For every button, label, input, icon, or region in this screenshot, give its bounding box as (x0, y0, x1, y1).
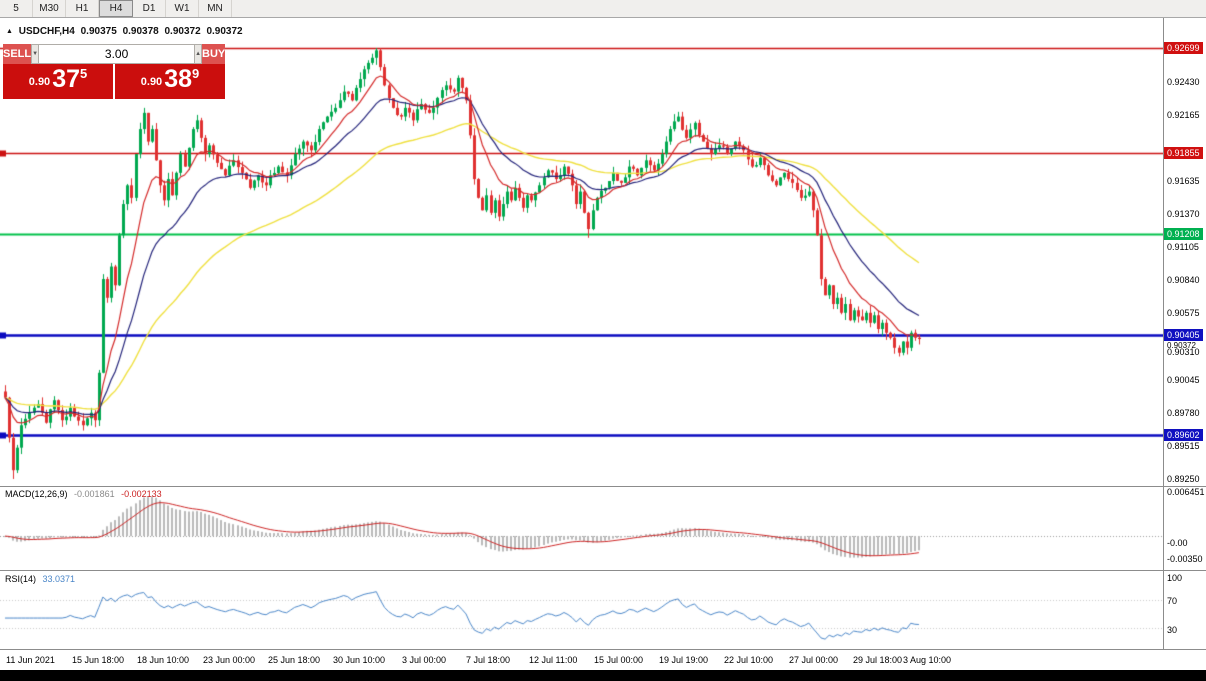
price-line-label: 0.90405 (1164, 328, 1203, 341)
time-axis-label: 11 Jun 2021 (6, 655, 55, 665)
timeframe-button-D1[interactable]: D1 (133, 0, 166, 17)
time-axis-label: 18 Jun 10:00 (137, 655, 190, 665)
price-tick-label: 0.90575 (1167, 308, 1200, 319)
time-axis-label: 15 Jun 18:00 (72, 655, 125, 665)
macd-axis-label: -0.00 (1167, 538, 1188, 548)
pane-separator[interactable] (0, 570, 1206, 571)
chart-title: ▲ USDCHF,H4 0.90375 0.90378 0.90372 0.90… (6, 26, 246, 37)
price-tick-label: 0.89250 (1167, 473, 1200, 484)
buy-button[interactable]: BUY (202, 44, 226, 64)
sell-price-display[interactable]: 0.90 37 5 (3, 64, 113, 99)
rsi-axis-label: 30 (1167, 625, 1178, 635)
time-axis-label: 29 Jul 18:00 (853, 655, 903, 665)
timeframe-button-MN[interactable]: MN (199, 0, 232, 17)
rsi-indicator-canvas[interactable] (0, 571, 1163, 649)
time-axis-label: 3 Aug 10:00 (903, 655, 952, 665)
price-line-label: 0.92699 (1164, 42, 1203, 54)
sell-button[interactable]: SELL (3, 44, 32, 64)
macd-main-value: -0.001861 (74, 489, 115, 499)
price-line-label: 0.91855 (1164, 147, 1203, 160)
price-tick-label: 0.90840 (1167, 275, 1200, 286)
buy-price-display[interactable]: 0.90 38 9 (115, 64, 225, 99)
chart-symbol-period: USDCHF,H4 (18, 26, 75, 37)
macd-indicator-canvas[interactable] (0, 487, 1163, 570)
time-axis-label: 3 Jul 00:00 (402, 655, 447, 665)
timeframe-button-M30[interactable]: M30 (33, 0, 66, 17)
rsi-name: RSI(14) (5, 574, 37, 584)
price-axis-separator (1163, 18, 1164, 649)
volume-decrease-button[interactable]: ▼ (31, 44, 40, 64)
rsi-axis-label: 100 (1167, 573, 1183, 583)
timeframe-button-5[interactable]: 5 (0, 0, 33, 17)
volume-increase-button[interactable]: ▲ (194, 44, 203, 64)
timeframe-button-W1[interactable]: W1 (166, 0, 199, 17)
time-axis-label: 15 Jul 00:00 (594, 655, 644, 665)
price-tick-label: 0.89780 (1167, 407, 1200, 418)
sell-price-pip: 5 (80, 66, 88, 81)
sell-price-main: 37 (52, 65, 80, 93)
timeframe-button-H4[interactable]: H4 (99, 0, 133, 17)
price-tick-label: 0.90045 (1167, 374, 1200, 385)
price-line-label: 0.91208 (1164, 228, 1203, 241)
time-axis-label: 22 Jul 10:00 (724, 655, 774, 665)
price-line-label: 0.89602 (1164, 428, 1203, 441)
ohlc-high: 0.90378 (122, 26, 159, 37)
rsi-axis-label: 70 (1167, 596, 1178, 606)
current-price-label: 0.90372 (1167, 340, 1196, 350)
time-axis-label: 27 Jul 00:00 (789, 655, 839, 665)
price-tick-label: 0.92430 (1167, 76, 1200, 87)
rsi-value: 33.0371 (42, 574, 76, 584)
pane-separator[interactable] (0, 649, 1206, 650)
price-tick-label: 0.92165 (1167, 109, 1200, 120)
buy-price-pip: 9 (192, 66, 200, 81)
macd-name: MACD(12,26,9) (5, 489, 68, 499)
buy-price-prefix: 0.90 (140, 76, 163, 88)
timeframe-button-H1[interactable]: H1 (66, 0, 99, 17)
time-axis-label: 30 Jun 10:00 (333, 655, 386, 665)
pane-separator[interactable] (0, 486, 1206, 487)
time-axis-label: 23 Jun 00:00 (203, 655, 256, 665)
ohlc-open: 0.90375 (80, 26, 117, 37)
volume-input[interactable] (39, 44, 195, 64)
macd-signal-value: -0.002133 (121, 489, 162, 499)
macd-axis-label: -0.00350 (1167, 554, 1203, 564)
price-tick-label: 0.91105 (1167, 242, 1199, 253)
ohlc-low: 0.90372 (164, 26, 201, 37)
price-tick-label: 0.89515 (1167, 440, 1200, 451)
one-click-trade-panel: SELL ▼ ▲ BUY 0.90 37 5 0.90 38 9 (3, 44, 226, 99)
macd-label: MACD(12,26,9) -0.001861 -0.002133 (5, 489, 162, 499)
rsi-label: RSI(14) 33.0371 (5, 574, 75, 584)
time-axis-label: 25 Jun 18:00 (268, 655, 321, 665)
sell-price-prefix: 0.90 (28, 76, 51, 88)
time-axis-label: 19 Jul 19:00 (659, 655, 709, 665)
buy-price-main: 38 (164, 65, 192, 93)
time-axis-label: 12 Jul 11:00 (529, 655, 578, 665)
timeframe-toolbar: 5 M30 H1 H4 D1 W1 MN (0, 0, 1206, 18)
bottom-black-bar (0, 670, 1206, 681)
price-tick-label: 0.91635 (1167, 175, 1200, 186)
price-tick-label: 0.90310 (1167, 346, 1200, 357)
collapse-triangle-icon[interactable]: ▲ (6, 28, 13, 35)
macd-axis-label: 0.006451 (1167, 487, 1205, 497)
ohlc-close: 0.90372 (206, 26, 243, 37)
time-axis-label: 7 Jul 18:00 (466, 655, 511, 665)
price-tick-label: 0.91370 (1167, 209, 1200, 220)
